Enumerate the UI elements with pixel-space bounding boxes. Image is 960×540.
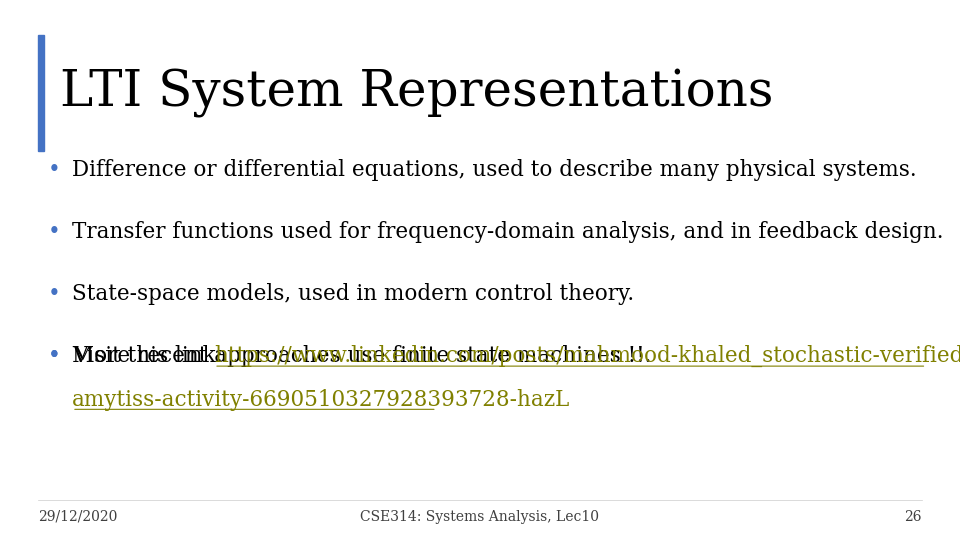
Text: CSE314: Systems Analysis, Lec10: CSE314: Systems Analysis, Lec10	[361, 510, 599, 524]
Text: •: •	[48, 221, 60, 243]
Text: amytiss-activity-6690510327928393728-hazL: amytiss-activity-6690510327928393728-haz…	[72, 389, 570, 410]
Text: •: •	[48, 346, 60, 367]
Text: Difference or differential equations, used to describe many physical systems.: Difference or differential equations, us…	[72, 159, 917, 181]
Text: Visit this link:: Visit this link:	[72, 346, 229, 367]
Text: •: •	[48, 346, 60, 367]
Text: https://www.linkedin.com/posts/mahmood-khaled_stochastic-verified-: https://www.linkedin.com/posts/mahmood-k…	[214, 345, 960, 368]
Text: 26: 26	[904, 510, 922, 524]
Text: LTI System Representations: LTI System Representations	[60, 69, 774, 118]
Text: 29/12/2020: 29/12/2020	[38, 510, 118, 524]
Text: •: •	[48, 159, 60, 181]
Text: Transfer functions used for frequency-domain analysis, and in feedback design.: Transfer functions used for frequency-do…	[72, 221, 944, 243]
Text: State-space models, used in modern control theory.: State-space models, used in modern contr…	[72, 284, 635, 305]
Text: •: •	[48, 284, 60, 305]
Text: More recent approaches use finite state machines !!.: More recent approaches use finite state …	[72, 346, 652, 367]
Bar	[38, 35, 44, 151]
